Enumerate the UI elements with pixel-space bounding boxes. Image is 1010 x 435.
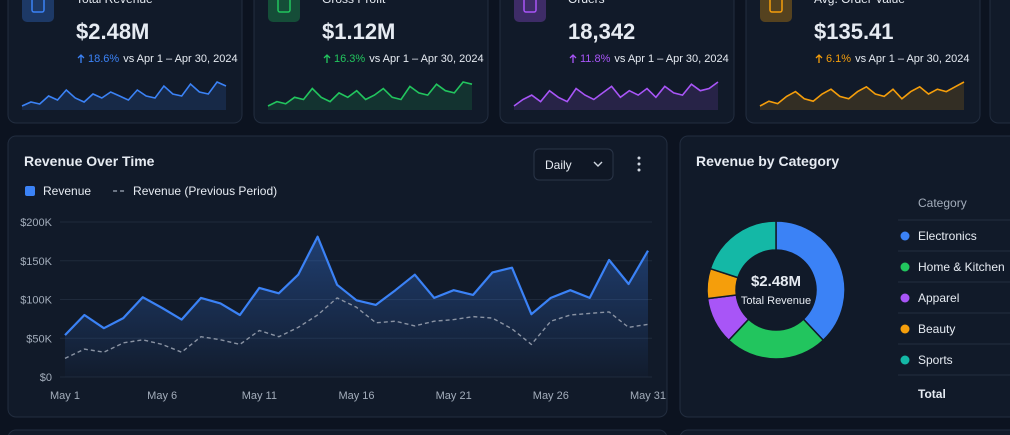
up-arrow: [323, 54, 331, 63]
dropdown-box[interactable]: [533, 148, 614, 181]
kpi-icon: [760, 0, 792, 22]
y-tick-label: $100K: [20, 295, 52, 307]
legend-swatch: [25, 186, 35, 196]
x-tick-label: May 21: [436, 390, 472, 402]
kpi-comparison: vs Apr 1 – Apr 30, 2024: [614, 53, 728, 65]
kpi-change: 16.3%: [334, 53, 365, 65]
x-tick-label: May 11: [242, 390, 277, 402]
kpi-value: $135.41: [814, 19, 894, 44]
sparkline: [513, 81, 719, 107]
menu-dot: [637, 168, 641, 172]
chart-title: Revenue by Category: [696, 153, 839, 169]
sparkline-area: [268, 82, 472, 110]
legend-dot: [900, 355, 910, 365]
sparkline-area: [514, 82, 718, 110]
legend-dot: [900, 324, 910, 334]
donut-slice: [709, 220, 777, 279]
dropdown-label[interactable]: Daily: [545, 158, 572, 172]
legend-label: Sports: [918, 353, 953, 367]
y-tick-label: $150K: [20, 256, 52, 268]
y-tick-label: $200K: [20, 217, 52, 229]
kpi-value: $1.12M: [322, 19, 395, 44]
x-tick-label: May 26: [533, 390, 569, 402]
donut-center-value: $2.48M: [751, 273, 801, 290]
y-tick-label: $0: [40, 372, 52, 384]
kpi-card: [989, 0, 1010, 124]
kpi-comparison: vs Apr 1 – Apr 30, 2024: [369, 53, 483, 65]
interval-dropdown[interactable]: Daily: [533, 148, 614, 181]
legend-label: Revenue (Previous Period): [133, 184, 277, 198]
legend-dot: [900, 231, 910, 241]
kpi-value: $2.48M: [76, 19, 149, 44]
donut-slice: [775, 220, 846, 342]
kpi-icon-glyph: [769, 0, 783, 13]
legend-dot: [900, 293, 910, 303]
kpi-change: 6.1%: [826, 53, 851, 65]
menu-dot: [637, 156, 641, 160]
kpi-comparison: vs Apr 1 – Apr 30, 2024: [123, 53, 237, 65]
x-tick-label: May 31: [630, 390, 666, 402]
kpi-title: Gross Profit: [322, 0, 386, 6]
kpi-icon-glyph: [523, 0, 537, 13]
sparkline: [21, 81, 227, 107]
donut-center-label: Total Revenue: [741, 295, 811, 307]
kpi-change: 18.6%: [88, 53, 119, 65]
kpi-icon: [514, 0, 546, 22]
legend-label: Home & Kitchen: [918, 260, 1005, 274]
x-tick-label: May 1: [50, 390, 80, 402]
kpi-card: [499, 0, 735, 124]
legend-label: Beauty: [918, 322, 955, 336]
bottom-panel: [8, 429, 667, 435]
up-arrow: [77, 54, 85, 63]
kpi-icon-glyph: [31, 0, 45, 13]
legend-header: Category: [918, 196, 967, 210]
kpi-title: Orders: [568, 0, 605, 6]
kpi-icon: [268, 0, 300, 22]
kpi-change: 11.8%: [580, 53, 611, 65]
legend-label: Apparel: [918, 291, 959, 305]
legend-label: Electronics: [918, 229, 977, 243]
sparkline: [267, 81, 473, 107]
x-tick-label: May 6: [147, 390, 177, 402]
kpi-value: 18,342: [568, 19, 635, 44]
chart-title: Revenue Over Time: [24, 153, 155, 169]
kpi-card: [745, 0, 981, 124]
kpi-title: Avg. Order Value: [814, 0, 905, 6]
kpi-icon-glyph: [277, 0, 291, 13]
total-label: Total: [918, 387, 946, 401]
sparkline-area: [760, 82, 964, 110]
more-menu[interactable]: [637, 156, 641, 172]
kpi-title: Total Revenue: [76, 0, 153, 6]
legend-dot: [900, 262, 910, 272]
legend-label: Revenue: [43, 184, 91, 198]
kpi-icon: [22, 0, 54, 22]
x-tick-label: May 16: [338, 390, 374, 402]
chevron-icon: [593, 161, 603, 167]
up-arrow: [815, 54, 823, 63]
series-line: [64, 297, 649, 360]
sparkline: [759, 81, 965, 107]
kpi-comparison: vs Apr 1 – Apr 30, 2024: [855, 53, 969, 65]
series-line: [64, 235, 649, 336]
y-tick-label: $50K: [26, 333, 52, 345]
sparkline-area: [22, 82, 226, 110]
bottom-panel: [680, 429, 1010, 435]
menu-dot: [637, 162, 641, 166]
up-arrow: [569, 54, 577, 63]
